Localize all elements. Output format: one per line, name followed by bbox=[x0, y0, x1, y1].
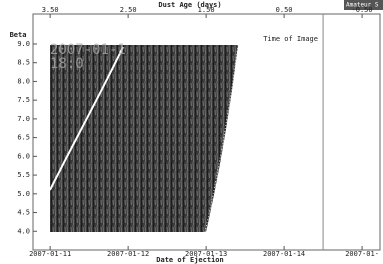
y-tick-label: 6.0 bbox=[17, 152, 30, 160]
top-tick-label: 2.50 bbox=[120, 6, 137, 14]
y-tick-label: 9.0 bbox=[17, 40, 30, 48]
x-tick-label: 2007-01-12 bbox=[107, 250, 149, 258]
y-tick-label: 8.5 bbox=[17, 59, 30, 67]
y-tick-label: 4.5 bbox=[17, 209, 30, 217]
x-tick-label: 2007-01- bbox=[345, 250, 379, 258]
top-tick-label: 0.50 bbox=[276, 6, 293, 14]
top-tick-label: 1.50 bbox=[198, 6, 215, 14]
top-tick-label: 3.50 bbox=[42, 6, 59, 14]
top-tick-label: -0.50 bbox=[352, 6, 373, 14]
x-tick-label: 2007-01-13 bbox=[185, 250, 227, 258]
y-tick-label: 6.5 bbox=[17, 134, 30, 142]
y-tick-label: 7.5 bbox=[17, 96, 30, 104]
x-tick-label: 2007-01-14 bbox=[263, 250, 305, 258]
annotation: Time of Image bbox=[263, 35, 318, 43]
y-tick-label: 7.0 bbox=[17, 115, 30, 123]
chart: 2007-01-1 18:0 Time of Image Beta Dust A… bbox=[0, 0, 383, 264]
x-tick-label: 2007-01-11 bbox=[29, 250, 71, 258]
y-tick-label: 5.5 bbox=[17, 171, 30, 179]
y-axis-label: Beta bbox=[10, 31, 27, 39]
overlay-time: 18:0 bbox=[50, 56, 84, 72]
y-tick-label: 5.0 bbox=[17, 190, 30, 198]
y-tick-label: 4.0 bbox=[17, 227, 30, 235]
y-tick-label: 8.0 bbox=[17, 77, 30, 85]
image-region bbox=[50, 45, 238, 232]
